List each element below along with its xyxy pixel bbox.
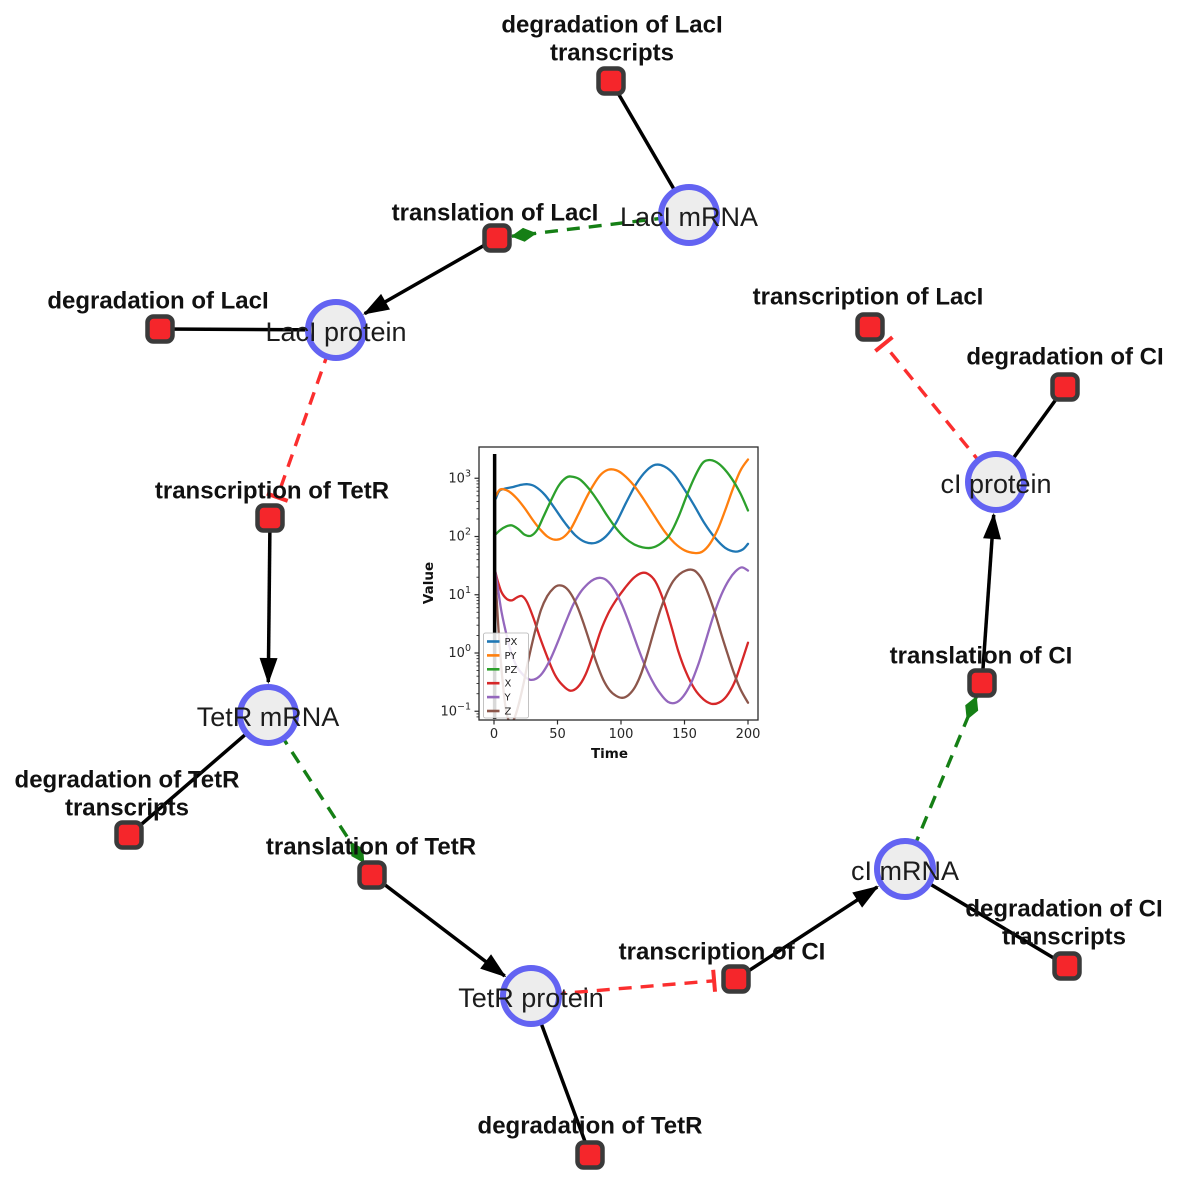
series-X xyxy=(494,570,750,706)
legend-label-PY: PY xyxy=(505,651,518,662)
legend-label-Y: Y xyxy=(504,693,512,704)
y-tick-label: 102 xyxy=(448,527,471,545)
reaction-label-transcr_ci: transcription of CI xyxy=(619,939,826,966)
x-tick-label: 50 xyxy=(549,727,566,742)
reaction-node-transcr_laci[interactable] xyxy=(855,312,885,342)
reaction-label-transcr_laci: transcription of LacI xyxy=(753,284,984,311)
reaction-node-deg_ci_tr[interactable] xyxy=(1052,951,1082,981)
reaction-label-transl_laci: translation of LacI xyxy=(392,200,599,227)
legend-label-PZ: PZ xyxy=(505,665,518,676)
edge-production-transl_ci-to-ci_protein xyxy=(980,512,1002,684)
x-tick-label: 100 xyxy=(609,727,634,742)
reaction-node-deg_ci[interactable] xyxy=(1050,372,1080,402)
chart-axes-box xyxy=(478,446,759,721)
reaction-node-transl_laci[interactable] xyxy=(482,223,512,253)
y-tick-label: 101 xyxy=(448,585,471,603)
edge-modifier-ci_mrna-to-transl_ci xyxy=(903,695,979,870)
reaction-label-deg_tetr_tr: degradation of TetR xyxy=(15,767,240,794)
reaction-label-deg_laci_tr: transcripts xyxy=(550,40,674,67)
reaction-node-deg_laci_tr[interactable] xyxy=(596,66,626,96)
edge-production-transcr_tetr-to-tetr_mrna xyxy=(259,517,278,684)
edge-production-transcr_ci-to-ci_mrna xyxy=(735,885,879,981)
reaction-node-transl_ci[interactable] xyxy=(967,668,997,698)
reaction-node-transcr_ci[interactable] xyxy=(721,964,751,994)
reaction-node-transl_tetr[interactable] xyxy=(357,860,387,890)
reaction-label-deg_tetr: degradation of TetR xyxy=(478,1113,703,1140)
y-tick-label: 103 xyxy=(448,468,471,486)
species-node-laci_protein[interactable] xyxy=(305,299,367,361)
x-tick-label: 200 xyxy=(736,727,761,742)
series-PX xyxy=(494,463,750,553)
edge-production-transl_laci-to-laci_protein xyxy=(362,236,498,316)
species-label-laci_protein: LacI protein xyxy=(265,317,406,347)
species-node-laci_mrna[interactable] xyxy=(658,184,720,246)
species-label-tetr_mrna: TetR mRNA xyxy=(197,702,340,732)
reaction-node-transcr_tetr[interactable] xyxy=(255,503,285,533)
y-axis-title: Value xyxy=(421,562,437,604)
edge-consumption-ci_mrna-to-deg_ci_tr xyxy=(904,867,1068,968)
x-tick-label: 0 xyxy=(490,727,498,742)
x-axis-title: Time xyxy=(591,746,628,762)
species-node-tetr_protein[interactable] xyxy=(500,965,562,1027)
x-tick-label: 150 xyxy=(672,727,697,742)
reaction-node-deg_tetr_tr[interactable] xyxy=(114,820,144,850)
y-tick-label: 100 xyxy=(448,643,471,661)
reaction-node-deg_laci[interactable] xyxy=(145,314,175,344)
edge-production-transl_tetr-to-tetr_protein xyxy=(370,873,507,978)
reaction-nodes-layer: degradation of LacItranscriptstranslatio… xyxy=(15,12,1164,1170)
species-label-tetr_protein: TetR protein xyxy=(458,983,604,1013)
y-tick-label: 10−1 xyxy=(440,701,471,719)
legend-label-Z: Z xyxy=(505,707,512,718)
species-label-ci_mrna: cI mRNA xyxy=(851,856,959,886)
reaction-node-deg_tetr[interactable] xyxy=(575,1140,605,1170)
reaction-label-transcr_tetr: transcription of TetR xyxy=(155,478,389,505)
legend-label-PX: PX xyxy=(505,637,518,648)
reaction-label-deg_tetr_tr: transcripts xyxy=(65,795,189,822)
species-label-laci_mrna: LacI mRNA xyxy=(620,202,758,232)
reaction-label-deg_ci_tr: degradation of CI xyxy=(965,896,1162,923)
reaction-label-deg_laci: degradation of LacI xyxy=(47,288,268,315)
timecourse-plot: 0 50 100 150 20010−1100101102103TimeValuePXP… xyxy=(421,446,761,762)
reaction-label-transl_tetr: translation of TetR xyxy=(266,834,476,861)
chart-legend: PX PY PZ XYZ xyxy=(483,632,529,719)
species-node-tetr_mrna[interactable] xyxy=(237,684,299,746)
reaction-label-deg_laci_tr: degradation of LacI xyxy=(501,12,722,39)
species-label-ci_protein: cI protein xyxy=(940,469,1051,499)
species-node-ci_mrna[interactable] xyxy=(874,838,936,900)
series-PY xyxy=(494,458,750,555)
species-node-ci_protein[interactable] xyxy=(965,451,1027,513)
legend-label-X: X xyxy=(505,679,512,690)
species-nodes-layer: LacI mRNA LacI protein cI protein TetR mRNA… xyxy=(197,184,1052,1027)
reaction-label-deg_ci_tr: transcripts xyxy=(1002,924,1126,951)
reaction-label-transl_ci: translation of CI xyxy=(890,643,1073,670)
series-PZ xyxy=(494,458,750,550)
reaction-label-deg_ci: degradation of CI xyxy=(966,344,1163,371)
